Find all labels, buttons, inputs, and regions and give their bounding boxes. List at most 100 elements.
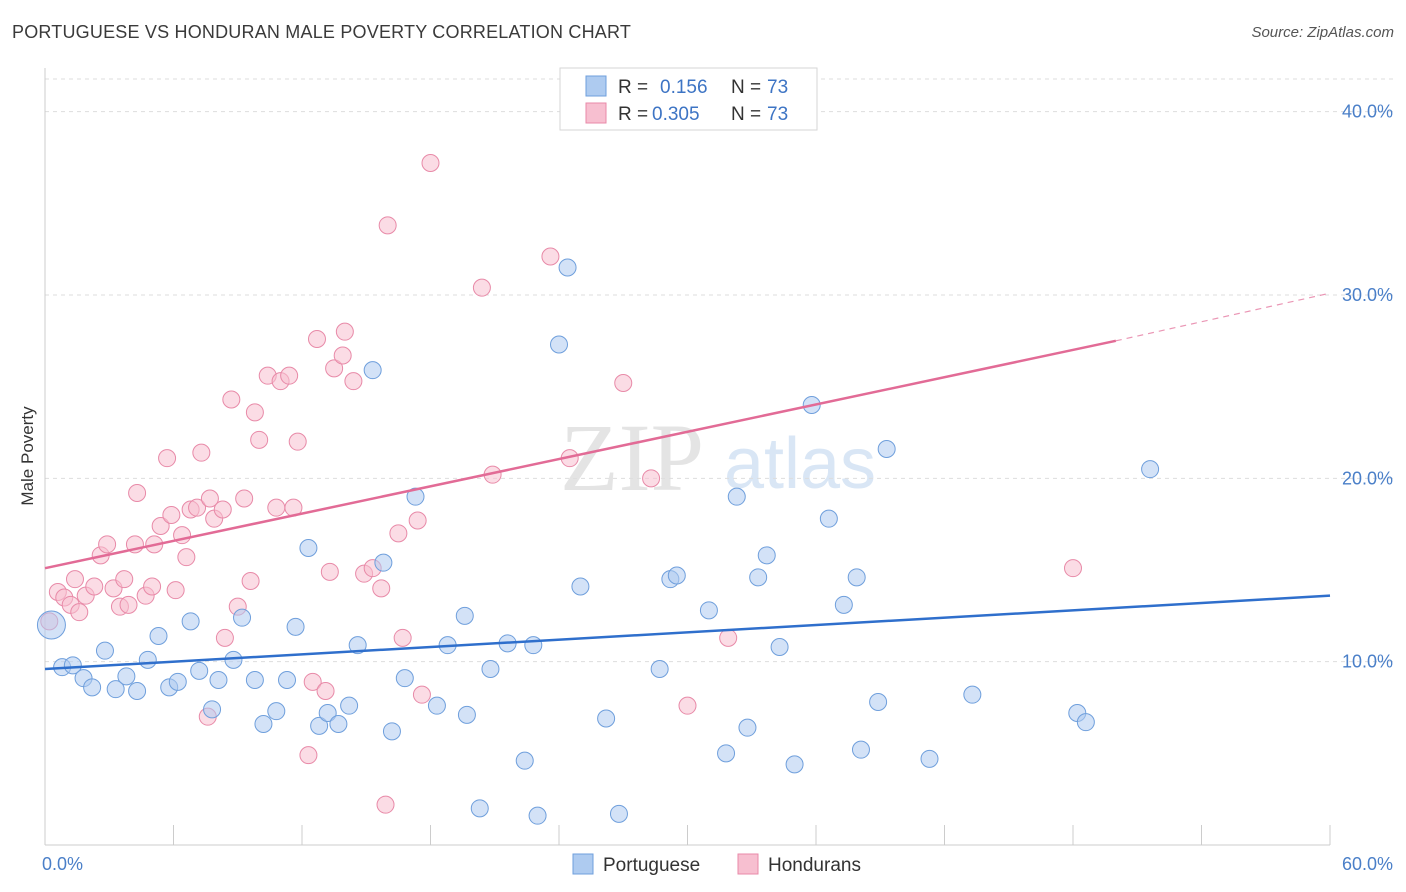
portuguese-point-22 bbox=[278, 671, 297, 689]
portuguese-point-62 bbox=[819, 509, 838, 528]
portuguese-point-25 bbox=[310, 716, 329, 735]
hondurans-point-59 bbox=[389, 524, 408, 543]
hondurans-point-44 bbox=[288, 432, 307, 451]
portuguese-point-2 bbox=[63, 656, 82, 675]
portuguese-point-31 bbox=[374, 553, 393, 572]
hondurans-point-4 bbox=[65, 570, 84, 589]
hondurans-point-68 bbox=[614, 374, 633, 392]
portuguese-point-12 bbox=[168, 672, 187, 691]
hondurans-point-50 bbox=[325, 359, 344, 378]
legend-n-value-hondurans: 73 bbox=[767, 104, 788, 125]
portuguese-point-14 bbox=[190, 661, 209, 680]
hondurans-trend-line bbox=[44, 339, 1117, 570]
hondurans-point-51 bbox=[333, 346, 352, 365]
portuguese-point-8 bbox=[128, 682, 147, 700]
correlation-legend: R = 0.156 N = 73 R = 0.305 N = 73 bbox=[559, 67, 818, 131]
y-axis-label: Male Poverty bbox=[18, 406, 37, 506]
portuguese-point-68 bbox=[920, 749, 939, 768]
y-tick-label-3: 40.0% bbox=[1342, 102, 1393, 122]
y-tick-label-2: 30.0% bbox=[1342, 285, 1393, 305]
portuguese-point-28 bbox=[340, 696, 359, 715]
portuguese-point-34 bbox=[406, 487, 425, 506]
hondurans-point-12 bbox=[115, 570, 134, 589]
hondurans-point-13 bbox=[119, 595, 138, 614]
portuguese-point-46 bbox=[558, 258, 577, 277]
portuguese-point-18 bbox=[233, 608, 252, 627]
hondurans-point-63 bbox=[421, 154, 440, 172]
hondurans-point-45 bbox=[299, 746, 318, 765]
portuguese-point-48 bbox=[597, 709, 616, 728]
portuguese-point-60 bbox=[785, 755, 804, 774]
portuguese-point-55 bbox=[727, 487, 746, 506]
portuguese-point-65 bbox=[851, 740, 870, 759]
portuguese-point-72 bbox=[1141, 460, 1160, 479]
portuguese-point-27 bbox=[329, 715, 348, 733]
legend-n-label-hondurans: N = bbox=[731, 104, 761, 125]
source-label: Source: ZipAtlas.com bbox=[1251, 24, 1394, 41]
portuguese-point-42 bbox=[515, 751, 534, 770]
watermark: ZIP atlas bbox=[560, 404, 876, 511]
legend-n-value-portuguese: 73 bbox=[767, 77, 788, 98]
portuguese-point-21 bbox=[267, 702, 286, 721]
hondurans-point-58 bbox=[378, 216, 397, 235]
y-tick-label-0: 10.0% bbox=[1342, 652, 1393, 672]
portuguese-point-66 bbox=[869, 693, 888, 711]
hondurans-point-9 bbox=[98, 535, 117, 554]
hondurans-point-5 bbox=[70, 603, 89, 622]
hondurans-point-35 bbox=[235, 489, 254, 508]
hondurans-point-15 bbox=[128, 484, 147, 502]
portuguese-point-10 bbox=[149, 627, 168, 645]
hondurans-point-22 bbox=[166, 581, 185, 600]
portuguese-point-32 bbox=[382, 722, 401, 741]
portuguese-point-16 bbox=[209, 671, 228, 689]
hondurans-point-29 bbox=[200, 489, 219, 508]
hondurans-point-38 bbox=[250, 430, 269, 449]
portuguese-point-33 bbox=[395, 669, 414, 688]
hondurans-point-36 bbox=[241, 572, 260, 590]
hondurans-point-71 bbox=[719, 628, 738, 647]
hondurans-point-62 bbox=[412, 685, 431, 704]
portuguese-point-45 bbox=[550, 335, 568, 354]
hondurans-point-26 bbox=[188, 498, 207, 517]
x-tick-label-0: 0.0% bbox=[42, 854, 83, 874]
portuguese-point-58 bbox=[757, 546, 776, 565]
x-tick-labels: 0.0% 60.0% bbox=[42, 854, 1393, 874]
hondurans-point-32 bbox=[215, 628, 234, 647]
watermark-zip: ZIP bbox=[560, 404, 704, 511]
portuguese-point-64 bbox=[847, 568, 866, 587]
legend-r-label-hondurans: R = bbox=[618, 104, 648, 125]
portuguese-point-0 bbox=[36, 610, 66, 640]
portuguese-point-19 bbox=[245, 671, 264, 689]
hondurans-point-42 bbox=[280, 366, 299, 385]
portuguese-point-23 bbox=[286, 617, 305, 636]
hondurans-point-40 bbox=[267, 498, 286, 517]
portuguese-point-69 bbox=[963, 685, 982, 704]
portuguese-points bbox=[36, 258, 1160, 825]
hondurans-point-52 bbox=[335, 322, 354, 341]
x-tick-label-1: 60.0% bbox=[1342, 854, 1393, 874]
portuguese-point-52 bbox=[667, 566, 686, 585]
hondurans-point-64 bbox=[472, 278, 491, 297]
portuguese-point-54 bbox=[717, 744, 736, 763]
hondurans-point-33 bbox=[222, 390, 241, 409]
portuguese-point-35 bbox=[427, 696, 446, 715]
bottom-legend-label-portuguese: Portuguese bbox=[603, 855, 700, 876]
hondurans-point-24 bbox=[177, 548, 196, 567]
trend-lines bbox=[44, 292, 1331, 671]
y-tick-label-1: 20.0% bbox=[1342, 468, 1393, 488]
portuguese-point-6 bbox=[106, 680, 125, 699]
portuguese-point-44 bbox=[528, 806, 547, 825]
bottom-legend-label-hondurans: Hondurans bbox=[768, 855, 861, 876]
legend-swatch-portuguese bbox=[585, 75, 607, 97]
hondurans-point-66 bbox=[541, 247, 560, 266]
hondurans-point-57 bbox=[376, 795, 395, 814]
portuguese-point-15 bbox=[203, 700, 222, 719]
hondurans-point-31 bbox=[213, 500, 232, 519]
portuguese-point-29 bbox=[348, 636, 367, 655]
portuguese-point-59 bbox=[770, 638, 789, 656]
portuguese-point-24 bbox=[299, 539, 318, 557]
portuguese-point-5 bbox=[95, 641, 114, 660]
portuguese-point-13 bbox=[181, 612, 200, 631]
bottom-legend-swatch-portuguese bbox=[572, 853, 594, 875]
hondurans-point-72 bbox=[1064, 559, 1082, 578]
